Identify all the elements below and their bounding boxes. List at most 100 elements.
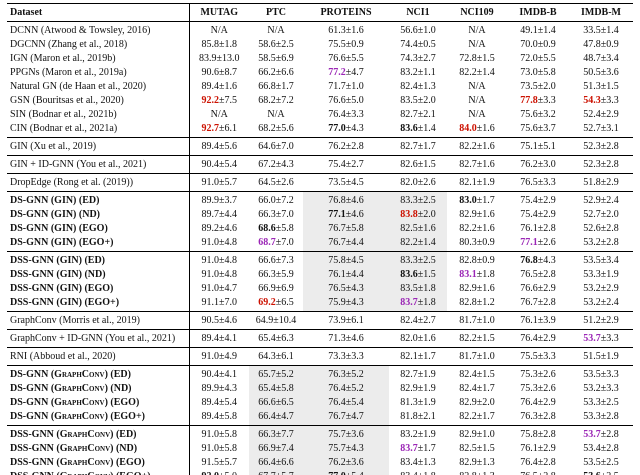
- mean-value: 75.4: [328, 158, 346, 170]
- result-cell: 51.3±1.5: [583, 80, 619, 92]
- result-cell: 82.2±1.4: [389, 235, 447, 252]
- result-cell: 90.6±8.7: [201, 66, 238, 78]
- result-cell: 82.7±1.6: [447, 155, 507, 174]
- mean-value: 75.5: [520, 350, 538, 362]
- result-cell: 83.7±1.8: [389, 295, 447, 312]
- table-row: DSS-GNN (GraphConv) (ND) 91.0±5.8 66.9±7.4…: [7, 441, 633, 456]
- mean-value: 73.0: [520, 66, 538, 78]
- result-cell: 73.0±5.8: [520, 66, 556, 78]
- result-cell: 76.1±2.9: [520, 442, 556, 454]
- result-cell: 64.3±6.1: [249, 347, 303, 366]
- mean-value: 82.9: [459, 396, 477, 408]
- table-group: DropEdge (Rong et al. (2019)) 91.0±5.7 64.…: [7, 173, 633, 192]
- mean-value: 92.7: [201, 122, 220, 134]
- result-cell: 82.8±0.9: [447, 251, 507, 268]
- result-cell: 76.5±2.8: [520, 268, 556, 280]
- result-cell: 76.2±3.6: [303, 455, 389, 470]
- mean-value: 76.5: [520, 268, 538, 280]
- mean-value: 76.3: [520, 410, 538, 422]
- result-cell: 51.5±1.9: [569, 347, 633, 366]
- result-cell: 91.1±7.0: [201, 296, 238, 308]
- result-cell: 53.3±2.8: [583, 410, 619, 422]
- result-cell: 82.1±1.7: [389, 347, 447, 366]
- table-group: DS-GNN (GraphConv) (ED) 90.4±4.1 65.7±5.2 7…: [7, 365, 633, 426]
- result-cell: 75.5±0.9: [328, 38, 364, 50]
- mean-value: 82.2: [459, 66, 477, 78]
- mean-value: 58.5: [258, 52, 276, 64]
- mean-value: 58.6: [258, 38, 276, 50]
- table-group: GraphConv (Morris et al., 2019) 90.5±4.6 6…: [7, 311, 633, 330]
- result-cell: 76.4±5.4: [303, 395, 389, 410]
- mean-value: 76.8: [328, 194, 346, 206]
- result-cell: 69.2±6.5: [258, 296, 294, 308]
- result-cell: 82.1±1.9: [447, 173, 507, 192]
- result-cell: 52.3±2.8: [569, 137, 633, 156]
- mean-value: 81.7: [459, 350, 477, 362]
- result-cell: 76.4±3.3: [328, 108, 364, 120]
- result-cell: 68.6±5.8: [258, 222, 294, 234]
- method-name: IGN (Maron et al., 2019b): [7, 51, 190, 66]
- result-cell: 76.6±5.0: [328, 94, 364, 106]
- result-cell: 82.2±1.4: [459, 66, 495, 78]
- result-cell: 75.4±2.9: [520, 208, 556, 220]
- result-cell: 82.2±1.6: [459, 222, 495, 234]
- method-name: PPGNs (Maron et al., 2019a): [7, 65, 190, 80]
- mean-value: 64.9: [255, 314, 274, 326]
- result-cell: 75.8±2.8: [507, 425, 569, 442]
- mean-value: 90.4: [201, 158, 220, 170]
- mean-value: 80.3: [459, 236, 477, 248]
- result-cell: N/A: [210, 108, 228, 120]
- result-cell: 77.1±4.6: [303, 207, 389, 222]
- result-cell: 66.4±6.6: [249, 455, 303, 470]
- result-cell: 91.0±5.8: [201, 442, 238, 454]
- result-cell: 73.3±3.3: [303, 347, 389, 366]
- result-cell: 47.8±0.9: [583, 38, 619, 50]
- result-cell: N/A: [468, 38, 486, 50]
- mean-value: 56.6: [400, 24, 418, 36]
- result-cell: 75.5±3.3: [507, 347, 569, 366]
- mean-value: 75.5: [328, 38, 346, 50]
- mean-value: 53.4: [583, 442, 601, 454]
- result-cell: 83.3±2.5: [389, 251, 447, 268]
- result-cell: N/A: [447, 21, 507, 38]
- results-table: Dataset MUTAG PTC PROTEINS NCI1 NCI109 I…: [7, 3, 633, 475]
- mean-value: 77.8: [520, 94, 538, 106]
- result-cell: 72.0±5.5: [520, 52, 556, 64]
- method-name: DS-GNN (GIN) (EGO): [7, 221, 190, 236]
- mean-value: 91.1: [201, 296, 220, 308]
- mean-value: 91.0: [201, 268, 220, 280]
- mean-value: 53.3: [583, 268, 601, 280]
- mean-value: 76.5: [520, 176, 538, 188]
- mean-value: 53.7: [583, 428, 601, 440]
- mean-value: 89.4: [201, 332, 220, 344]
- mean-value: 89.9: [201, 194, 220, 206]
- table-group: DS-GNN (GIN) (ED) 89.9±3.7 66.0±7.2 76.8±4.…: [7, 191, 633, 252]
- result-cell: 53.7±2.8: [569, 425, 633, 442]
- table-group: GIN + ID-GNN (You et al., 2021) 90.4±5.4 6…: [7, 155, 633, 174]
- mean-value: 91.5: [201, 456, 220, 468]
- method-smallcaps: GraphConv: [59, 442, 111, 454]
- mean-value: 66.8: [258, 80, 276, 92]
- mean-value: 71.7: [328, 80, 346, 92]
- mean-value: 75.8: [520, 428, 538, 440]
- mean-value: 76.8: [520, 254, 538, 266]
- method-name: RNI (Abboud et al., 2020): [7, 347, 190, 366]
- result-cell: 61.3±1.6: [303, 21, 389, 38]
- result-cell: 91.0±5.8: [189, 425, 249, 442]
- result-cell: 76.3±2.8: [520, 410, 556, 422]
- col-header-ptc: PTC: [249, 3, 303, 22]
- result-cell: 75.6±3.2: [520, 108, 556, 120]
- result-cell: 81.3±1.9: [400, 396, 436, 408]
- table-row: CIN (Bodnar et al., 2021a) 92.7±6.1 68.2±5…: [7, 121, 633, 138]
- result-cell: 76.8±4.3: [507, 251, 569, 268]
- result-cell: 52.7±3.1: [583, 122, 619, 134]
- result-cell: 90.4±4.1: [189, 365, 249, 382]
- mean-value: 83.4: [400, 471, 418, 475]
- mean-value: 66.4: [258, 410, 276, 422]
- col-header-mutag: MUTAG: [189, 3, 249, 22]
- result-cell: 48.7±3.4: [583, 52, 619, 64]
- result-cell: 82.8±1.2: [459, 296, 495, 308]
- mean-value: 81.7: [459, 314, 477, 326]
- result-cell: 77.1±2.6: [520, 236, 556, 248]
- mean-value: 82.4: [400, 314, 418, 326]
